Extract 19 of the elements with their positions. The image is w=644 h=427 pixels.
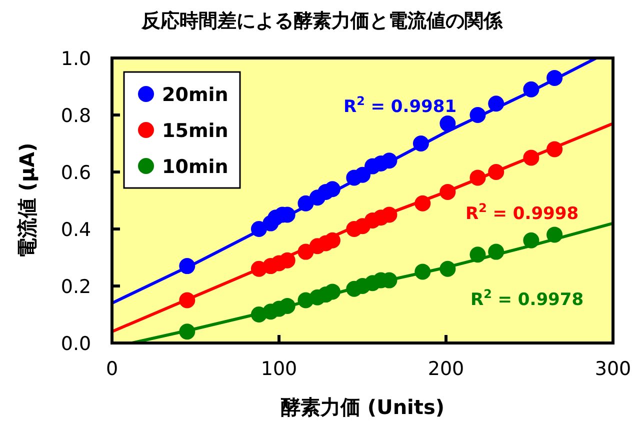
- x-tick-label: 300: [594, 358, 632, 380]
- y-tick-label: 0.8: [60, 105, 92, 127]
- legend-label: 20min: [162, 84, 228, 106]
- annotation: R$^{2}$ = 0.9978: [470, 287, 584, 310]
- x-tick-label: 100: [260, 358, 298, 380]
- y-tick-label: 1.0: [60, 48, 92, 70]
- y-tick-label: 0.2: [60, 276, 92, 298]
- x-axis-title: 酵素力価 (Units): [280, 395, 445, 419]
- x-tick-label: 0: [106, 358, 118, 380]
- chart-title: 反応時間差による酵素力価と電流値の関係: [140, 10, 504, 32]
- annotation: R$^{2}$ = 0.9981: [343, 94, 457, 117]
- y-tick-label: 0.4: [60, 219, 92, 241]
- x-tick-label: 200: [428, 358, 464, 380]
- legend-label: 10min: [162, 156, 228, 178]
- y-axis-title: 電流値 (μA): [15, 142, 39, 258]
- legend-label: 15min: [162, 120, 228, 142]
- y-tick-label: 0.6: [60, 162, 92, 184]
- annotation: R$^{2}$ = 0.9998: [465, 201, 579, 224]
- y-tick-label: 0.0: [60, 333, 92, 355]
